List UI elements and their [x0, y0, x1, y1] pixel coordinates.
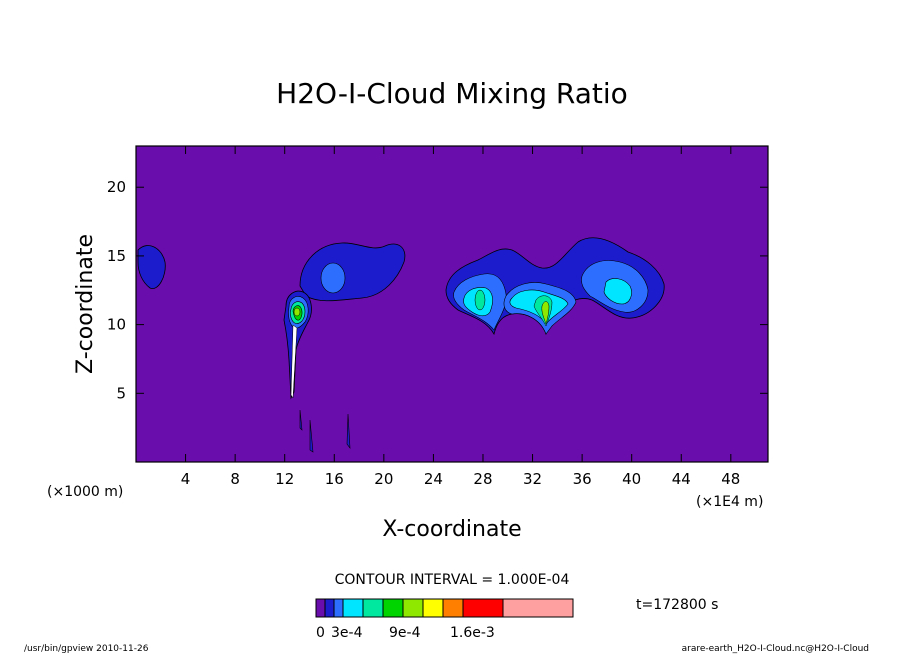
colorbar-swatch — [362, 598, 384, 618]
cloud-upper-sheet-core — [320, 262, 346, 294]
y-tick-labels: 5 10 15 20 — [107, 178, 126, 402]
chart-title: H2O-I-Cloud Mixing Ratio — [276, 77, 628, 110]
tick-marks — [136, 146, 768, 462]
plot-frame — [135, 145, 769, 463]
x-tick-label: 8 — [230, 470, 240, 488]
colorbar-swatch — [422, 598, 444, 618]
colorbar-swatch — [382, 598, 404, 618]
x-tick-label: 48 — [721, 470, 740, 488]
core-stem — [290, 324, 298, 399]
x-tick-label: 20 — [374, 470, 393, 488]
colorbar-swatch — [442, 598, 464, 618]
colorbar-swatch — [324, 598, 335, 618]
colorbar-swatch — [315, 598, 326, 618]
x-tick-label: 32 — [523, 470, 542, 488]
colorbar-swatch — [402, 598, 424, 618]
x-tick-label: 36 — [573, 470, 592, 488]
footer-right: arare-earth_H2O-I-Cloud.nc@H2O-I-Cloud — [682, 644, 869, 654]
colorbar-label: 3e-4 — [331, 625, 363, 641]
anvil-level-4-west — [474, 289, 486, 311]
y-tick-label: 20 — [107, 178, 126, 196]
y-tick-label: 15 — [107, 247, 126, 265]
time-text: t=172800 s — [636, 597, 718, 613]
streak-3 — [346, 413, 351, 449]
colorbar-swatch — [342, 598, 364, 618]
x-tick-label: 24 — [424, 470, 443, 488]
x-tick-labels: 4 8 12 16 20 24 28 32 36 40 44 48 — [181, 470, 741, 488]
anvil-level-5-mid — [541, 301, 550, 325]
colorbar — [315, 598, 574, 618]
x-tick-label: 28 — [473, 470, 492, 488]
x-unit-right: (×1E4 m) — [696, 494, 763, 510]
core-level-5 — [293, 307, 301, 317]
plot-area — [135, 145, 769, 463]
streak-2 — [309, 419, 314, 453]
x-tick-label: 12 — [275, 470, 294, 488]
cloud-left-edge — [137, 245, 166, 289]
colorbar-label: 1.6e-3 — [450, 625, 495, 641]
colorbar-labels: 0 3e-4 9e-4 1.6e-3 — [316, 625, 495, 641]
streak-1 — [299, 409, 303, 431]
x-tick-label: 16 — [325, 470, 344, 488]
x-axis-title: X-coordinate — [382, 517, 521, 542]
colorbar-label: 0 — [316, 625, 325, 641]
contour-fills — [137, 237, 665, 453]
colorbar-swatch — [502, 598, 574, 618]
x-unit-left: (×1000 m) — [47, 484, 123, 500]
colorbar-swatch — [462, 598, 504, 618]
y-axis-title: Z-coordinate — [73, 234, 98, 374]
y-tick-label: 5 — [116, 384, 126, 402]
anvil-level-3-east — [603, 278, 632, 305]
x-tick-label: 4 — [181, 470, 191, 488]
contour-interval-text: CONTOUR INTERVAL = 1.000E-04 — [335, 572, 570, 588]
x-tick-label: 44 — [672, 470, 691, 488]
x-tick-label: 40 — [622, 470, 641, 488]
footer-left: /usr/bin/gpview 2010-11-26 — [24, 644, 149, 654]
y-tick-label: 10 — [107, 316, 126, 334]
colorbar-label: 9e-4 — [389, 625, 421, 641]
colorbar-swatch — [333, 598, 344, 618]
